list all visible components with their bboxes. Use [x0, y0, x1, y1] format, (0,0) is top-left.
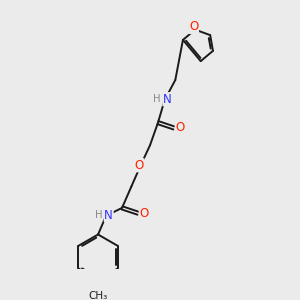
Text: N: N	[163, 93, 172, 106]
Text: H: H	[153, 94, 161, 104]
Text: H: H	[95, 210, 103, 220]
Text: O: O	[189, 20, 199, 34]
Text: O: O	[135, 159, 144, 172]
Text: CH₃: CH₃	[88, 291, 108, 300]
Text: N: N	[104, 208, 113, 222]
Text: O: O	[175, 122, 184, 134]
Text: O: O	[139, 207, 148, 220]
